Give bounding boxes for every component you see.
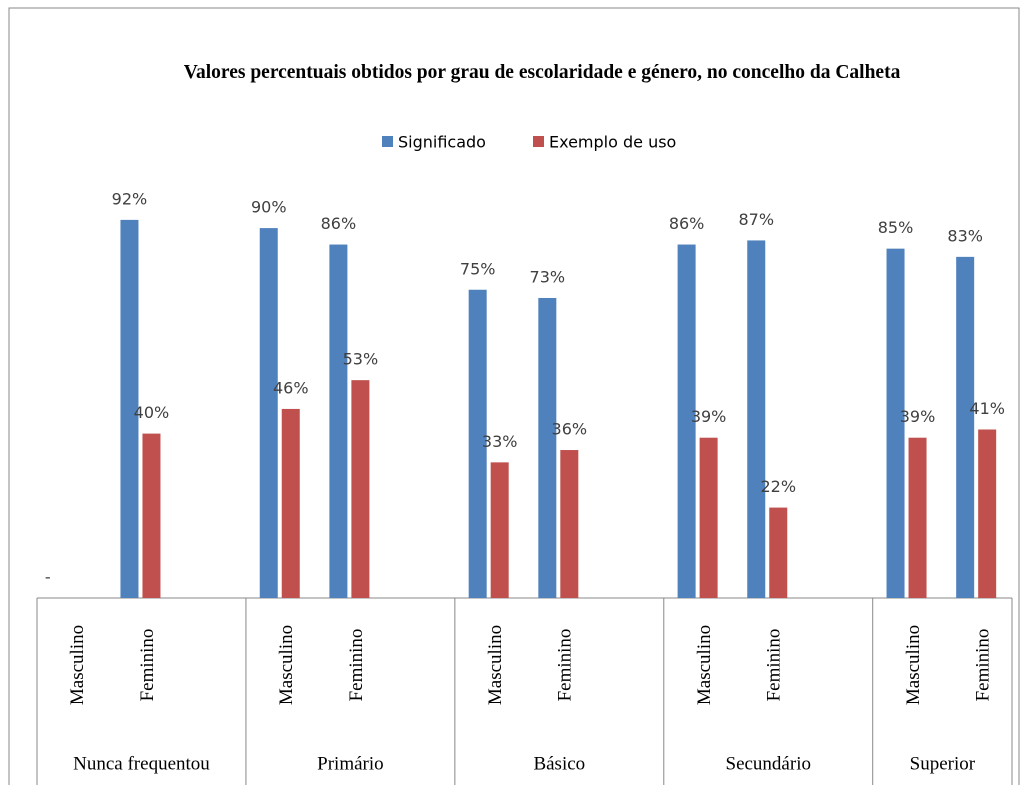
value-label: 83% [947,226,983,245]
bar [538,297,557,598]
value-label: 86% [669,214,705,233]
legend-label: Significado [398,133,486,152]
group-label: Superior [910,753,976,774]
bar [769,507,788,598]
value-label: 92% [112,189,148,208]
bar [978,429,997,598]
value-label: 87% [738,210,774,229]
x-tick-label: Feminino [973,629,994,702]
value-label: 41% [969,399,1005,418]
legend-swatch [533,136,544,147]
x-tick-label: Masculino [485,625,506,705]
value-label: 39% [691,407,727,426]
x-tick-label: Feminino [346,629,367,702]
x-tick-label: Feminino [764,629,785,702]
legend-swatch [382,136,393,147]
group-label: Primário [317,753,384,774]
group-label: Secundário [726,753,811,774]
bar [560,450,579,598]
value-label: 33% [482,432,518,451]
value-label: 75% [460,259,496,278]
group-label: Nunca frequentou [73,753,210,774]
bar [468,289,487,598]
bar [329,244,348,599]
x-tick-label: Feminino [555,629,576,702]
value-label: 36% [552,420,588,439]
x-tick-label: Masculino [694,625,715,705]
bar [747,240,766,598]
bar [490,462,509,598]
bar [699,437,718,598]
value-label: 53% [343,350,379,369]
value-label: 22% [760,477,796,496]
bar [677,244,696,599]
value-label: - [45,568,51,587]
chart-title: Valores percentuais obtidos por grau de … [183,62,901,83]
bar [259,228,278,598]
value-label: 39% [900,407,936,426]
value-label: 40% [134,403,170,422]
bar [908,437,927,598]
bar [886,248,905,598]
x-tick-label: Masculino [903,625,924,705]
legend-label: Exemplo de uso [549,133,676,152]
value-label: 86% [321,214,357,233]
chart-frame [8,7,1020,785]
bar [120,219,139,598]
value-label: 85% [878,218,914,237]
group-label: Básico [533,753,585,774]
value-label: 46% [273,378,309,397]
x-tick-label: Masculino [67,625,88,705]
bar [351,380,370,598]
bar [281,408,300,598]
x-tick-label: Masculino [276,625,297,705]
bar [142,433,161,598]
bar [956,256,975,598]
value-label: 73% [530,267,566,286]
value-label: 90% [251,198,287,217]
x-tick-label: Feminino [137,629,158,702]
